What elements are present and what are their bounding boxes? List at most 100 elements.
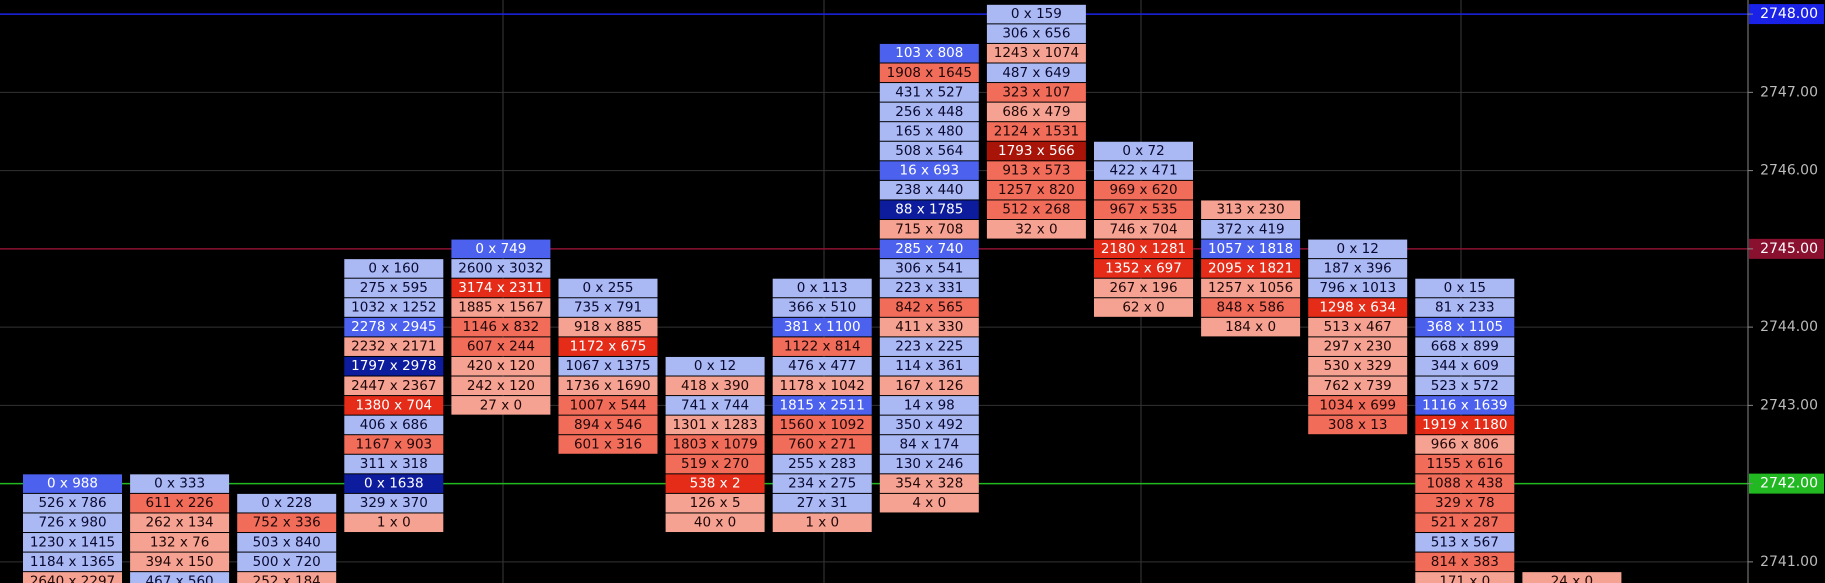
- cell: [1201, 239, 1301, 259]
- cell: [344, 415, 444, 435]
- cell-text: 1 x 0: [377, 515, 411, 531]
- cell: [879, 141, 979, 161]
- cell: [23, 572, 122, 583]
- cell: [451, 317, 551, 337]
- cell: [772, 298, 872, 317]
- cell-text: 24 x 0: [1551, 573, 1593, 583]
- cell-text: 306 x 541: [895, 260, 963, 276]
- cell: [879, 278, 979, 298]
- cell: [1415, 493, 1515, 513]
- cell-text: 223 x 331: [895, 280, 963, 296]
- cell: [879, 122, 979, 141]
- cell-text: 256 x 448: [895, 104, 963, 120]
- cell: [237, 572, 337, 583]
- cell-text: 372 x 419: [1217, 221, 1285, 237]
- cell: [879, 493, 979, 513]
- cell-text: 350 x 492: [895, 417, 963, 433]
- cell: [1415, 533, 1515, 552]
- cell-text: 223 x 225: [895, 339, 963, 355]
- y-tick-label: 2745.00: [1760, 241, 1818, 257]
- cell: [130, 552, 230, 572]
- cell-text: 2124 x 1531: [994, 123, 1079, 139]
- cell: [1094, 239, 1193, 259]
- cell-text: 1122 x 814: [784, 339, 861, 355]
- cell: [1201, 298, 1301, 317]
- cell: [558, 396, 658, 415]
- cell-text: 2447 x 2367: [351, 378, 436, 394]
- cell: [879, 396, 979, 415]
- cell: [451, 356, 551, 376]
- cell: [1415, 356, 1515, 376]
- cell: [451, 298, 551, 317]
- cell-text: 0 x 159: [1011, 6, 1062, 22]
- cell: [23, 552, 122, 572]
- cell: [879, 43, 979, 63]
- cell-text: 1919 x 1180: [1422, 417, 1507, 433]
- cell: [1201, 259, 1301, 278]
- cell-text: 344 x 609: [1431, 358, 1499, 374]
- cell: [1308, 317, 1408, 337]
- cell-text: 512 x 268: [1002, 202, 1070, 218]
- cell: [1094, 161, 1193, 180]
- cell: [665, 474, 765, 493]
- cell-text: 1301 x 1283: [672, 417, 757, 433]
- cell-text: 848 x 586: [1217, 300, 1285, 316]
- cell: [130, 474, 230, 493]
- cell-text: 14 x 98: [904, 397, 955, 413]
- cell: [986, 122, 1086, 141]
- cell-text: 297 x 230: [1324, 339, 1392, 355]
- price-highlight: [1749, 238, 1824, 259]
- cell: [1094, 278, 1193, 298]
- cell: [986, 102, 1086, 122]
- cell-text: 1352 x 697: [1105, 260, 1182, 276]
- cell-text: 1155 x 616: [1426, 456, 1503, 472]
- cell: [237, 533, 337, 552]
- cell-text: 422 x 471: [1109, 163, 1177, 179]
- cell-text: 508 x 564: [895, 143, 963, 159]
- cell: [344, 356, 444, 376]
- y-tick-label: 2748.00: [1760, 6, 1818, 22]
- cell-text: 306 x 656: [1002, 26, 1070, 42]
- cell: [344, 396, 444, 415]
- cell: [772, 317, 872, 337]
- cell: [1201, 220, 1301, 239]
- cell: [879, 200, 979, 220]
- cell: [879, 239, 979, 259]
- cell-text: 1146 x 832: [463, 319, 540, 335]
- cell: [1308, 259, 1408, 278]
- cell-text: 526 x 786: [38, 495, 106, 511]
- cell-text: 1257 x 820: [998, 182, 1075, 198]
- cell-text: 607 x 244: [467, 339, 535, 355]
- cell: [879, 63, 979, 83]
- cell-text: 126 x 5: [690, 495, 741, 511]
- cell-text: 418 x 390: [681, 378, 749, 394]
- cell: [1094, 220, 1193, 239]
- cell: [237, 513, 337, 533]
- cell: [879, 220, 979, 239]
- cell-text: 275 x 595: [360, 280, 428, 296]
- cell: [23, 474, 122, 493]
- cell-text: 2180 x 1281: [1101, 241, 1186, 257]
- cell: [1522, 572, 1622, 583]
- cell: [665, 454, 765, 474]
- cell: [772, 493, 872, 513]
- cell: [451, 337, 551, 356]
- cell: [772, 454, 872, 474]
- cell: [879, 180, 979, 200]
- cell: [879, 83, 979, 102]
- cell: [558, 376, 658, 396]
- cell-text: 165 x 480: [895, 123, 963, 139]
- cell-text: 715 x 708: [895, 221, 963, 237]
- cell: [130, 533, 230, 552]
- cell: [772, 435, 872, 454]
- cell-text: 1007 x 544: [570, 397, 647, 413]
- cell-text: 2232 x 2171: [351, 339, 436, 355]
- cell-text: 103 x 808: [895, 45, 963, 61]
- cell-text: 354 x 328: [895, 476, 963, 492]
- cell: [451, 278, 551, 298]
- cell-text: 255 x 283: [788, 456, 856, 472]
- cell: [879, 317, 979, 337]
- cell: [665, 513, 765, 533]
- cell: [772, 356, 872, 376]
- cell: [1415, 454, 1515, 474]
